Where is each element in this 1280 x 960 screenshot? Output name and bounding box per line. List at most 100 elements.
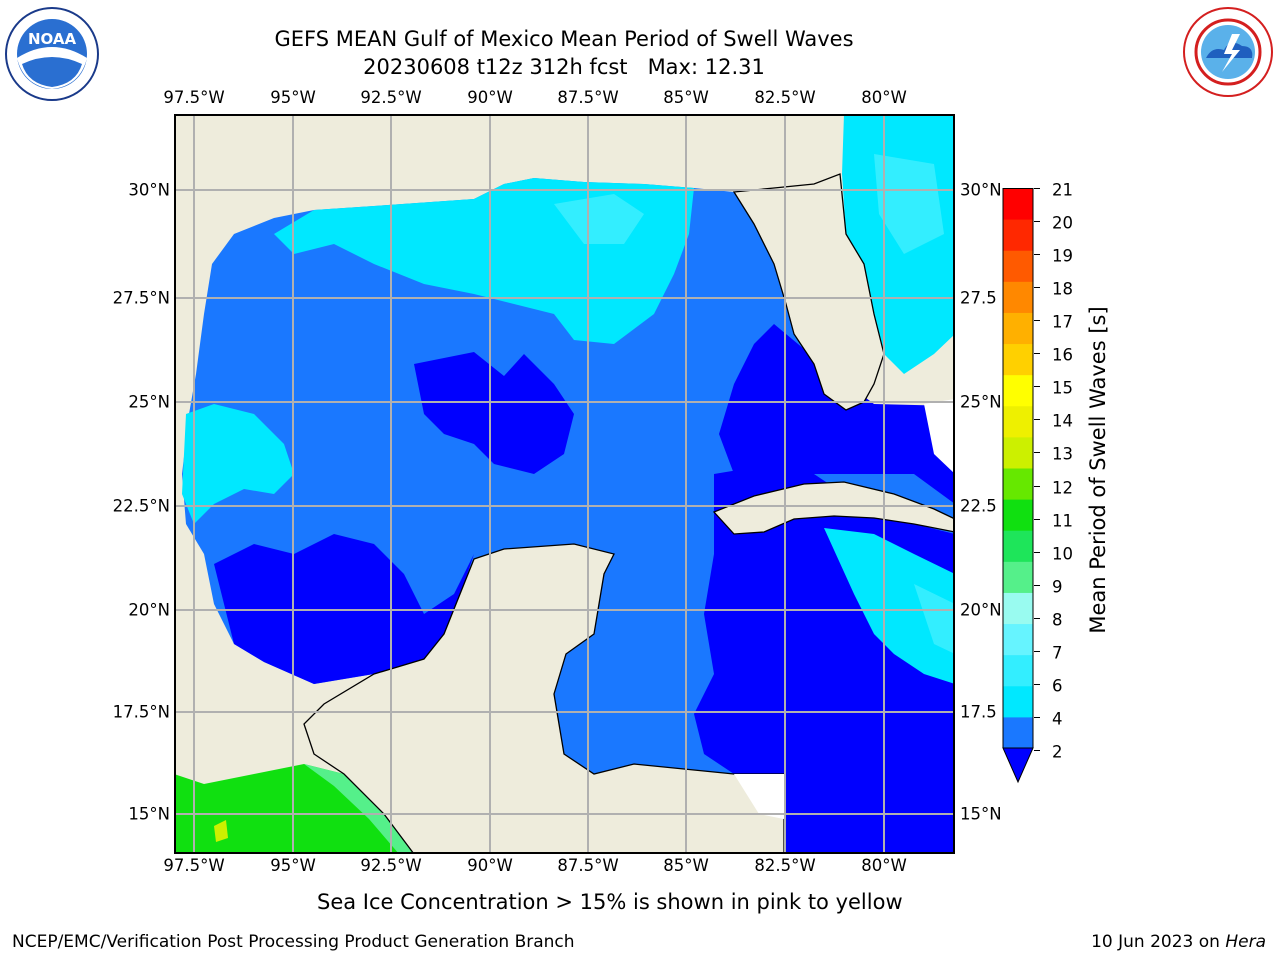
colorbar-band	[1003, 530, 1033, 562]
colorbar-tick-mark	[1034, 386, 1040, 388]
colorbar-tick-mark	[1034, 320, 1040, 322]
map-frame	[174, 114, 955, 854]
colorbar-tick-mark	[1034, 683, 1040, 685]
lon-tick: 82.5°W	[754, 88, 816, 107]
lon-tick: 90°W	[467, 88, 513, 107]
lat-tick: 25°N	[960, 392, 1002, 412]
colorbar-tick-mark	[1034, 221, 1040, 223]
lon-tick: 85°W	[663, 88, 709, 107]
footer-machine: Hera	[1225, 932, 1266, 952]
ocean-swell-12-13s-spot	[214, 820, 228, 842]
colorbar-svg	[1002, 188, 1034, 784]
noaa-logo: NOAA	[0, 6, 104, 102]
colorbar-tick-mark	[1034, 551, 1040, 553]
lon-tick: 87.5°W	[557, 856, 619, 875]
cuba-land	[712, 481, 955, 535]
colorbar-band	[1003, 405, 1033, 438]
map-title: GEFS MEAN Gulf of Mexico Mean Period of …	[274, 27, 854, 51]
colorbar-band	[1003, 343, 1033, 376]
colorbar-band	[1003, 654, 1033, 687]
lon-tick: 97.5°W	[163, 856, 225, 875]
colorbar-tick: 11	[1052, 511, 1073, 531]
colorbar-tick: 16	[1052, 345, 1073, 365]
colorbar	[1002, 188, 1034, 784]
lat-tick: 30°N	[128, 180, 170, 200]
colorbar-band	[1003, 468, 1033, 500]
lat-tick: 22.5	[960, 496, 997, 516]
colorbar-tick-mark	[1034, 287, 1040, 289]
colorbar-tick-mark	[1034, 518, 1040, 520]
lat-tick: 30°N	[960, 180, 1002, 200]
colorbar-tick: 4	[1052, 709, 1063, 729]
colorbar-tick-mark	[1034, 617, 1040, 619]
colorbar-band	[1003, 250, 1033, 282]
lon-tick: 92.5°W	[360, 88, 422, 107]
colorbar-tick-mark	[1034, 716, 1040, 718]
lat-tick: 17.5	[960, 702, 997, 722]
colorbar-tick-mark	[1034, 254, 1040, 256]
colorbar-tick: 21	[1052, 180, 1073, 200]
lon-tick: 92.5°W	[360, 856, 422, 875]
colorbar-band	[1003, 592, 1033, 625]
lon-tick: 80°W	[861, 856, 907, 875]
lat-tick: 22.5°N	[112, 496, 170, 516]
colorbar-tick-mark	[1034, 584, 1040, 586]
colorbar-band	[1003, 219, 1033, 251]
missing-data-patch	[734, 399, 955, 819]
colorbar-tick: 7	[1052, 643, 1063, 663]
lat-tick: 15°N	[960, 804, 1002, 824]
colorbar-tick: 6	[1052, 676, 1063, 696]
lon-tick: 85°W	[663, 856, 709, 875]
colorbar-frame	[1002, 188, 1034, 748]
lat-tick: 20°N	[960, 600, 1002, 620]
lon-tick: 95°W	[270, 856, 316, 875]
colorbar-tick-mark	[1034, 750, 1040, 751]
colorbar-tick: 19	[1052, 246, 1073, 266]
noaa-logo-text: NOAA	[28, 30, 77, 48]
colorbar-tick: 8	[1052, 610, 1063, 630]
colorbar-tick: 9	[1052, 577, 1063, 597]
ocean-swell-6-7s-patches	[554, 154, 955, 654]
colorbar-band	[1003, 188, 1033, 220]
colorbar-tick: 20	[1052, 213, 1073, 233]
ocean-swell-9-10s-pacific-edge	[304, 764, 414, 854]
colorbar-tick: 10	[1052, 544, 1073, 564]
colorbar-label: Mean Period of Swell Waves [s]	[1086, 306, 1110, 634]
colorbar-tick-mark	[1034, 353, 1040, 355]
lat-tick: 27.5	[960, 288, 997, 308]
map-subtitle: 20230608 t12z 312h fcst Max: 12.31	[363, 55, 765, 79]
colorbar-tick: 2	[1052, 742, 1063, 762]
colorbar-tick: 13	[1052, 444, 1073, 464]
national-weather-service-logo	[1178, 6, 1278, 98]
sea-ice-note: Sea Ice Concentration > 15% is shown in …	[317, 890, 903, 914]
lon-tick: 95°W	[270, 88, 316, 107]
lon-tick: 97.5°W	[163, 88, 225, 107]
colorbar-tick: 12	[1052, 478, 1073, 498]
colorbar-band	[1003, 561, 1033, 593]
colorbar-band	[1003, 374, 1033, 407]
footer-credit: NCEP/EMC/Verification Post Processing Pr…	[12, 932, 575, 952]
map-svg	[174, 114, 955, 854]
colorbar-tick: 18	[1052, 279, 1073, 299]
grid-lines	[174, 114, 955, 854]
colorbar-band	[1003, 716, 1033, 749]
colorbar-tick-mark	[1034, 485, 1040, 487]
colorbar-band	[1003, 312, 1033, 345]
colorbar-band	[1003, 685, 1033, 718]
colorbar-tick: 15	[1052, 378, 1073, 398]
lat-tick: 20°N	[128, 600, 170, 620]
lat-tick: 27.5°N	[112, 288, 170, 308]
colorbar-tick-mark	[1034, 419, 1040, 421]
colorbar-tick: 17	[1052, 312, 1073, 332]
colorbar-band	[1003, 499, 1033, 531]
ocean-swell-4-6s-caribbean-east	[824, 528, 955, 684]
ocean-swell-under-2s-central	[414, 352, 574, 474]
ocean-swell-under-2s-straits	[719, 324, 955, 504]
colorbar-band	[1003, 623, 1033, 656]
lat-tick: 17.5°N	[112, 702, 170, 722]
colorbar-band	[1003, 281, 1033, 313]
colorbar-tick-mark	[1034, 188, 1040, 189]
colorbar-under-arrow	[1002, 747, 1034, 784]
lon-tick: 87.5°W	[557, 88, 619, 107]
map-panel	[174, 114, 955, 854]
